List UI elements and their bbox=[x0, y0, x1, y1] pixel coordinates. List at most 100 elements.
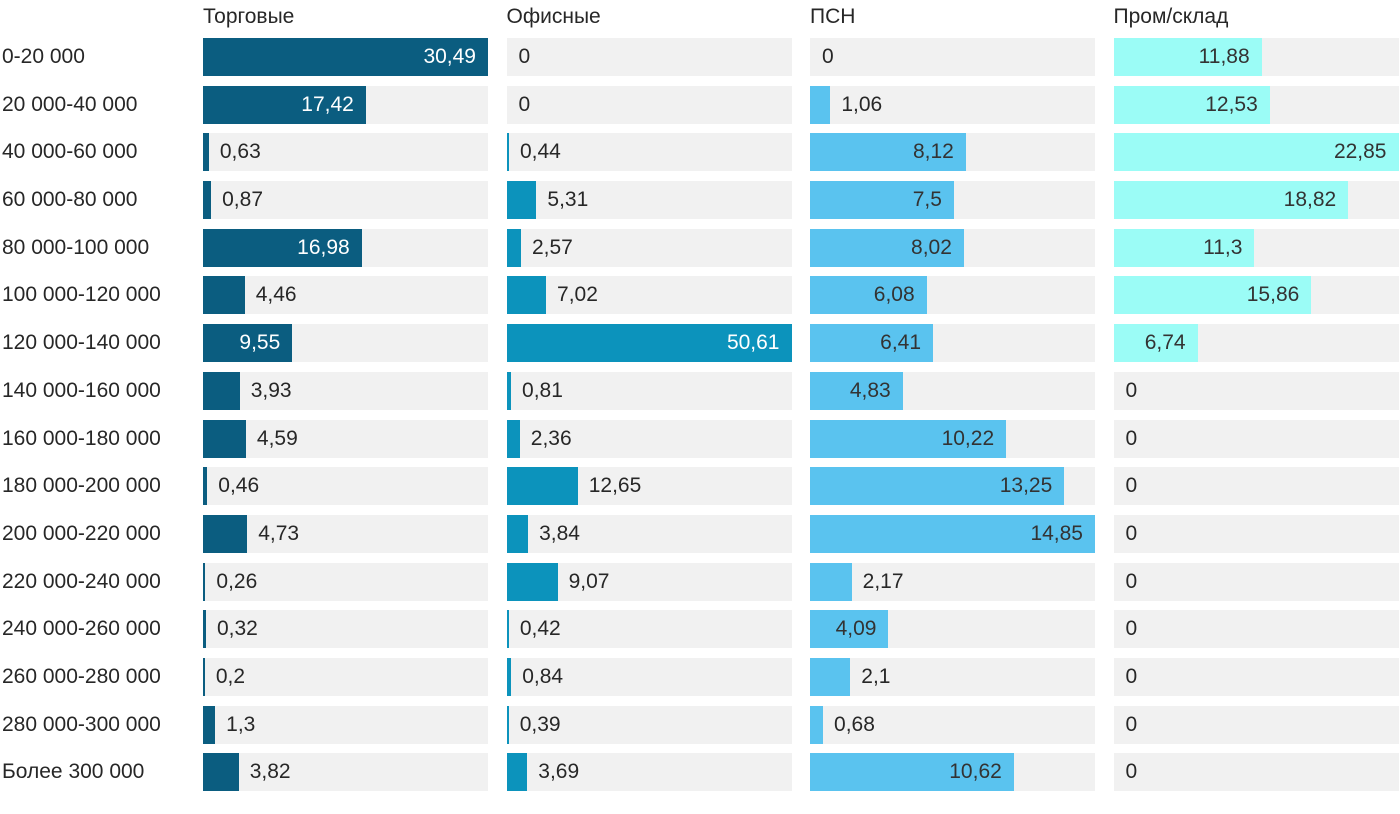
bar-value-label: 18,82 bbox=[1283, 188, 1337, 212]
bar-fill bbox=[506, 133, 509, 172]
bar-fill bbox=[203, 514, 248, 553]
bar-fill bbox=[1113, 133, 1399, 172]
bar-value-label: 12,53 bbox=[1205, 92, 1258, 116]
bar-fill bbox=[810, 133, 966, 172]
bar-value-label: 0 bbox=[1125, 569, 1138, 593]
bar-track: 0 bbox=[1113, 562, 1399, 601]
bar-track: 0,81 bbox=[506, 371, 792, 410]
bar-track: 50,61 bbox=[506, 324, 792, 363]
bar-fill bbox=[810, 181, 954, 220]
bar-fill bbox=[203, 705, 216, 744]
bar-track: 0,87 bbox=[203, 181, 488, 220]
bar-track: 0 bbox=[506, 38, 792, 76]
chart-row: 120 000-140 000 9,55 50,61 6,41 6,74 bbox=[0, 324, 1400, 363]
bar-track: 10,22 bbox=[810, 419, 1095, 458]
bar-value-label: 22,85 bbox=[1333, 140, 1387, 164]
bar-value-label: 0,26 bbox=[216, 569, 258, 593]
row-label: 20 000-40 000 bbox=[2, 92, 138, 116]
bar-track: 3,69 bbox=[506, 753, 792, 792]
bar-track: 4,09 bbox=[810, 610, 1095, 649]
bar-track: 6,41 bbox=[810, 324, 1095, 363]
bar-fill bbox=[810, 467, 1065, 506]
bar-track: 0,68 bbox=[810, 705, 1095, 744]
bar-value-label: 8,02 bbox=[911, 235, 952, 259]
bar-track: 3,93 bbox=[203, 371, 488, 410]
bar-value-label: 13,25 bbox=[999, 474, 1053, 498]
bar-track: 10,62 bbox=[810, 753, 1095, 792]
bar-fill bbox=[1113, 324, 1198, 363]
column-header-prom-sklad: Пром/склад bbox=[1113, 5, 1229, 28]
bar-fill bbox=[810, 371, 903, 410]
bar-fill bbox=[203, 181, 212, 220]
row-label: 260 000-280 000 bbox=[2, 664, 161, 688]
row-label: 100 000-120 000 bbox=[2, 283, 161, 307]
bar-fill bbox=[203, 371, 240, 410]
bar-track: 16,98 bbox=[203, 228, 488, 267]
chart-row: 100 000-120 000 4,46 7,02 6,08 15,86 bbox=[0, 276, 1400, 315]
bar-value-label: 0 bbox=[1125, 664, 1138, 688]
bar-value-label: 0,87 bbox=[222, 188, 263, 212]
bar-value-label: 7,5 bbox=[912, 188, 942, 212]
bar-fill bbox=[203, 467, 208, 506]
bar-fill bbox=[506, 657, 512, 696]
bar-value-label: 0,84 bbox=[522, 664, 564, 688]
bar-track: 0 bbox=[1113, 705, 1399, 744]
row-label: 200 000-220 000 bbox=[2, 521, 161, 545]
bar-track: 0 bbox=[1113, 371, 1399, 410]
bar-track: 0 bbox=[1113, 753, 1399, 792]
column-headers: Торговые Офисные ПСН Пром/склад bbox=[0, 3, 1400, 30]
chart-row: 160 000-180 000 4,59 2,36 10,22 0 bbox=[0, 419, 1400, 458]
bar-track: 0 bbox=[1113, 610, 1399, 649]
bar-value-label: 0 bbox=[1125, 712, 1138, 736]
bar-fill bbox=[506, 419, 520, 458]
bar-fill bbox=[506, 562, 558, 601]
bar-value-label: 11,3 bbox=[1203, 235, 1243, 259]
bar-value-label: 4,73 bbox=[258, 521, 300, 545]
row-label: 180 000-200 000 bbox=[2, 474, 161, 498]
bar-value-label: 0 bbox=[822, 45, 834, 68]
bar-fill bbox=[203, 228, 362, 267]
bar-value-label: 11,88 bbox=[1198, 45, 1250, 68]
bar-value-label: 4,46 bbox=[255, 283, 297, 307]
bar-track: 8,12 bbox=[810, 133, 1095, 172]
bar-value-label: 5,31 bbox=[547, 188, 589, 212]
bar-track: 0 bbox=[506, 85, 792, 124]
bar-value-label: 3,93 bbox=[250, 378, 292, 402]
bar-fill bbox=[203, 562, 206, 601]
bar-track: 2,36 bbox=[506, 419, 792, 458]
row-label: 220 000-240 000 bbox=[2, 569, 161, 593]
chart-row: 0-20 000 30,49 0 0 11,88 bbox=[0, 38, 1400, 76]
bar-track: 0,46 bbox=[203, 467, 488, 506]
bar-value-label: 10,62 bbox=[949, 760, 1002, 784]
bar-value-label: 16,98 bbox=[297, 235, 350, 259]
bar-track: 8,02 bbox=[810, 228, 1095, 267]
bar-value-label: 30,49 bbox=[423, 45, 476, 68]
bar-fill bbox=[506, 371, 512, 410]
chart-row: 40 000-60 000 0,63 0,44 8,12 22,85 bbox=[0, 133, 1400, 172]
row-label: 140 000-160 000 bbox=[2, 378, 161, 402]
row-label: 0-20 000 bbox=[2, 45, 85, 68]
bar-fill bbox=[506, 324, 792, 363]
bar-fill bbox=[506, 228, 521, 267]
bar-value-label: 7,02 bbox=[557, 283, 598, 307]
bar-track: 6,08 bbox=[810, 276, 1095, 315]
bar-value-label: 2,1 bbox=[861, 664, 891, 688]
row-label: 80 000-100 000 bbox=[2, 235, 150, 259]
bar-fill bbox=[810, 657, 851, 696]
bar-fill bbox=[1113, 276, 1312, 315]
bar-value-label: 15,86 bbox=[1246, 283, 1300, 307]
bar-value-label: 17,42 bbox=[301, 92, 354, 116]
bar-track: 13,25 bbox=[810, 467, 1095, 506]
bar-value-label: 6,08 bbox=[873, 283, 915, 307]
bar-value-label: 0 bbox=[1125, 378, 1138, 402]
bar-track: 18,82 bbox=[1113, 181, 1399, 220]
bar-track: 9,07 bbox=[506, 562, 792, 601]
bar-value-label: 2,17 bbox=[862, 569, 904, 593]
bar-value-label: 0,2 bbox=[215, 664, 246, 688]
chart-row: 20 000-40 000 17,42 0 1,06 12,53 bbox=[0, 85, 1400, 124]
bar-fill bbox=[203, 85, 366, 124]
bar-value-label: 0 bbox=[1125, 474, 1138, 498]
chart-rows: 0-20 000 30,49 0 0 11,88 20 000-40 000 17,42 0 1… bbox=[0, 38, 1400, 792]
bar-value-label: 4,59 bbox=[256, 426, 298, 450]
bar-fill bbox=[1113, 38, 1262, 76]
